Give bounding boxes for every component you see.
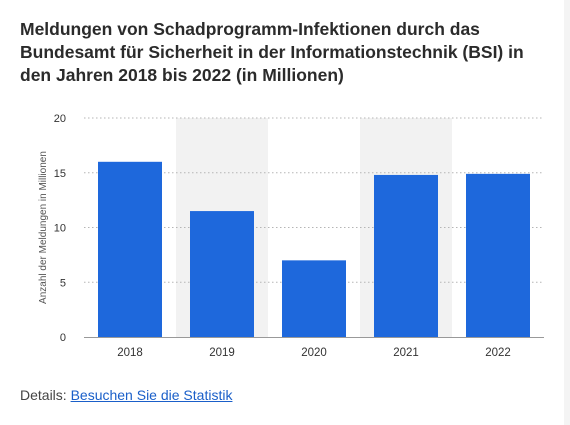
y-tick-label: 10: [54, 223, 66, 235]
bar-2019: [190, 211, 254, 337]
details-label: Details:: [20, 387, 67, 403]
bar-2018: [98, 161, 162, 337]
y-tick-label: 15: [54, 168, 66, 180]
chart-title: Meldungen von Schadprogramm-Infektionen …: [20, 19, 524, 85]
bar-2022: [466, 173, 530, 337]
x-tick-label: 2022: [485, 347, 511, 359]
x-tick-label: 2021: [393, 347, 419, 359]
bar-chart: 0 5 10 15 20 2018 2019 2020 2021 2022 Anzahl der M…: [38, 113, 544, 359]
y-tick-label: 20: [54, 113, 66, 125]
x-tick-label: 2020: [301, 347, 327, 359]
y-tick-label: 5: [60, 277, 66, 289]
y-tick-label: 0: [60, 332, 66, 344]
details-line: Details: Besuchen Sie die Statistik: [20, 387, 232, 403]
visit-statistic-link[interactable]: Besuchen Sie die Statistik: [70, 387, 233, 403]
bar-2021: [374, 174, 438, 337]
y-axis-label: Anzahl der Meldungen in Millionen: [38, 151, 49, 304]
x-tick-label: 2018: [117, 347, 143, 359]
bar-2020: [282, 260, 346, 337]
x-tick-label: 2019: [209, 347, 235, 359]
